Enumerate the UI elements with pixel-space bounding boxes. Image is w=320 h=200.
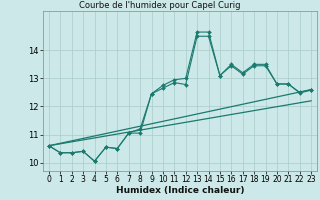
X-axis label: Humidex (Indice chaleur): Humidex (Indice chaleur)	[116, 186, 244, 195]
Text: Courbe de l'humidex pour Capel Curig: Courbe de l'humidex pour Capel Curig	[79, 1, 241, 10]
